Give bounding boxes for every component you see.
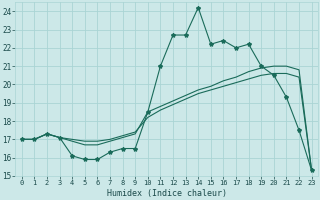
X-axis label: Humidex (Indice chaleur): Humidex (Indice chaleur) (107, 189, 227, 198)
